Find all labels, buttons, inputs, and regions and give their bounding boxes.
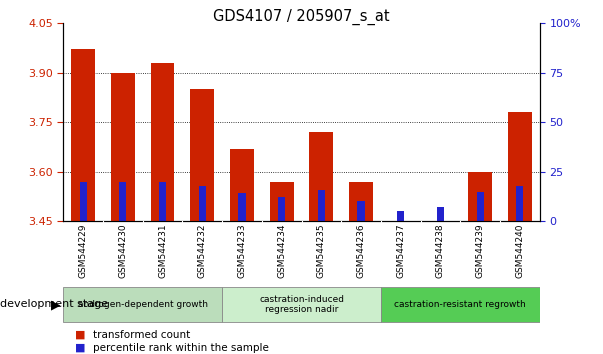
Bar — [437, 207, 444, 221]
Text: castration-resistant regrowth: castration-resistant regrowth — [394, 300, 526, 309]
FancyBboxPatch shape — [381, 286, 540, 322]
Bar — [349, 182, 373, 221]
Text: GSM544238: GSM544238 — [436, 223, 445, 278]
Text: GDS4107 / 205907_s_at: GDS4107 / 205907_s_at — [213, 9, 390, 25]
Text: transformed count: transformed count — [93, 330, 191, 339]
Text: ■: ■ — [75, 330, 86, 339]
Text: GSM544240: GSM544240 — [516, 223, 525, 278]
Text: castration-induced
regression nadir: castration-induced regression nadir — [259, 295, 344, 314]
FancyBboxPatch shape — [222, 286, 381, 322]
Bar — [309, 132, 333, 221]
Bar — [476, 192, 484, 221]
Text: GSM544232: GSM544232 — [198, 223, 207, 278]
Bar — [508, 112, 532, 221]
Text: GSM544235: GSM544235 — [317, 223, 326, 278]
Bar — [469, 172, 492, 221]
Bar — [191, 89, 214, 221]
Text: ▶: ▶ — [51, 298, 60, 311]
Text: GSM544236: GSM544236 — [356, 223, 365, 278]
Bar — [151, 63, 174, 221]
Bar — [71, 50, 95, 221]
Text: androgen-dependent growth: androgen-dependent growth — [78, 300, 207, 309]
Bar — [397, 211, 405, 221]
Bar — [80, 182, 87, 221]
Text: percentile rank within the sample: percentile rank within the sample — [93, 343, 270, 353]
Text: GSM544233: GSM544233 — [238, 223, 247, 278]
Bar — [119, 182, 127, 221]
Bar — [318, 189, 325, 221]
Bar — [270, 182, 294, 221]
Text: GSM544239: GSM544239 — [476, 223, 485, 278]
Text: development stage: development stage — [0, 299, 108, 309]
Text: GSM544231: GSM544231 — [158, 223, 167, 278]
Text: GSM544229: GSM544229 — [78, 223, 87, 278]
Bar — [358, 201, 365, 221]
Text: GSM544230: GSM544230 — [118, 223, 127, 278]
Text: GSM544234: GSM544234 — [277, 223, 286, 278]
Bar — [230, 149, 254, 221]
Bar — [278, 198, 285, 221]
Bar — [111, 73, 135, 221]
Bar — [198, 185, 206, 221]
Bar — [516, 185, 523, 221]
Bar — [238, 194, 245, 221]
Text: GSM544237: GSM544237 — [396, 223, 405, 278]
FancyBboxPatch shape — [63, 286, 222, 322]
Text: ■: ■ — [75, 343, 86, 353]
Bar — [159, 182, 166, 221]
